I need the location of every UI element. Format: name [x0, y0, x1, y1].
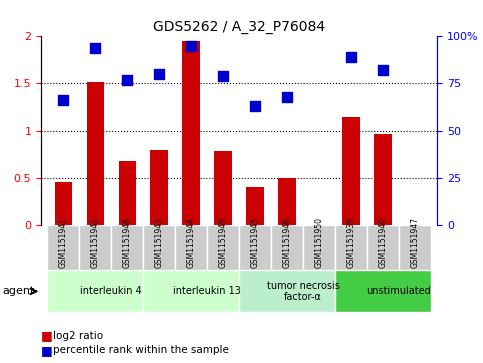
Bar [214, 151, 232, 225]
Bar [183, 41, 200, 225]
Text: GSM1151946: GSM1151946 [283, 217, 292, 268]
Point [251, 103, 259, 109]
Bar [79, 225, 111, 270]
Bar [111, 225, 143, 270]
Bar [239, 270, 335, 312]
Bar [118, 161, 136, 225]
Bar [86, 82, 104, 225]
Bar [143, 270, 239, 312]
Point [91, 45, 99, 50]
Title: GDS5262 / A_32_P76084: GDS5262 / A_32_P76084 [153, 20, 325, 34]
Bar [367, 225, 399, 270]
Point [283, 94, 291, 99]
Text: percentile rank within the sample: percentile rank within the sample [53, 345, 229, 355]
Text: GSM1151940: GSM1151940 [378, 217, 387, 268]
Text: GSM1151948: GSM1151948 [123, 217, 132, 268]
Bar [399, 225, 431, 270]
Text: log2 ratio: log2 ratio [53, 331, 103, 341]
Text: ■: ■ [41, 344, 53, 357]
Text: interleukin 4: interleukin 4 [81, 286, 142, 296]
Text: GSM1151947: GSM1151947 [410, 217, 419, 268]
Point [59, 98, 67, 103]
Point [124, 77, 131, 83]
Text: GSM1151942: GSM1151942 [91, 217, 100, 268]
Bar [278, 178, 296, 225]
Bar [335, 270, 431, 312]
Text: GSM1151941: GSM1151941 [59, 217, 68, 268]
Bar [47, 225, 79, 270]
Bar [271, 225, 303, 270]
Bar [303, 225, 335, 270]
Bar [374, 134, 392, 225]
Bar [207, 225, 239, 270]
Text: ■: ■ [41, 329, 53, 342]
Bar [246, 187, 264, 225]
Bar [150, 150, 168, 225]
Bar [143, 225, 175, 270]
Bar [335, 225, 367, 270]
Text: interleukin 13: interleukin 13 [173, 286, 241, 296]
Text: GSM1151950: GSM1151950 [314, 217, 324, 268]
Bar [47, 270, 143, 312]
Point [379, 68, 387, 73]
Text: unstimulated: unstimulated [367, 286, 431, 296]
Text: GSM1151945: GSM1151945 [251, 217, 259, 268]
Text: GSM1151939: GSM1151939 [346, 217, 355, 268]
Text: tumor necrosis
factor-α: tumor necrosis factor-α [267, 281, 340, 302]
Bar [175, 225, 207, 270]
Bar [342, 117, 360, 225]
Text: agent: agent [2, 286, 35, 296]
Bar [239, 225, 271, 270]
Point [156, 71, 163, 77]
Point [187, 43, 195, 49]
Point [347, 54, 355, 60]
Bar [55, 182, 72, 225]
Text: GSM1151949: GSM1151949 [219, 217, 227, 268]
Text: GSM1151943: GSM1151943 [155, 217, 164, 268]
Point [219, 73, 227, 79]
Text: GSM1151944: GSM1151944 [186, 217, 196, 268]
